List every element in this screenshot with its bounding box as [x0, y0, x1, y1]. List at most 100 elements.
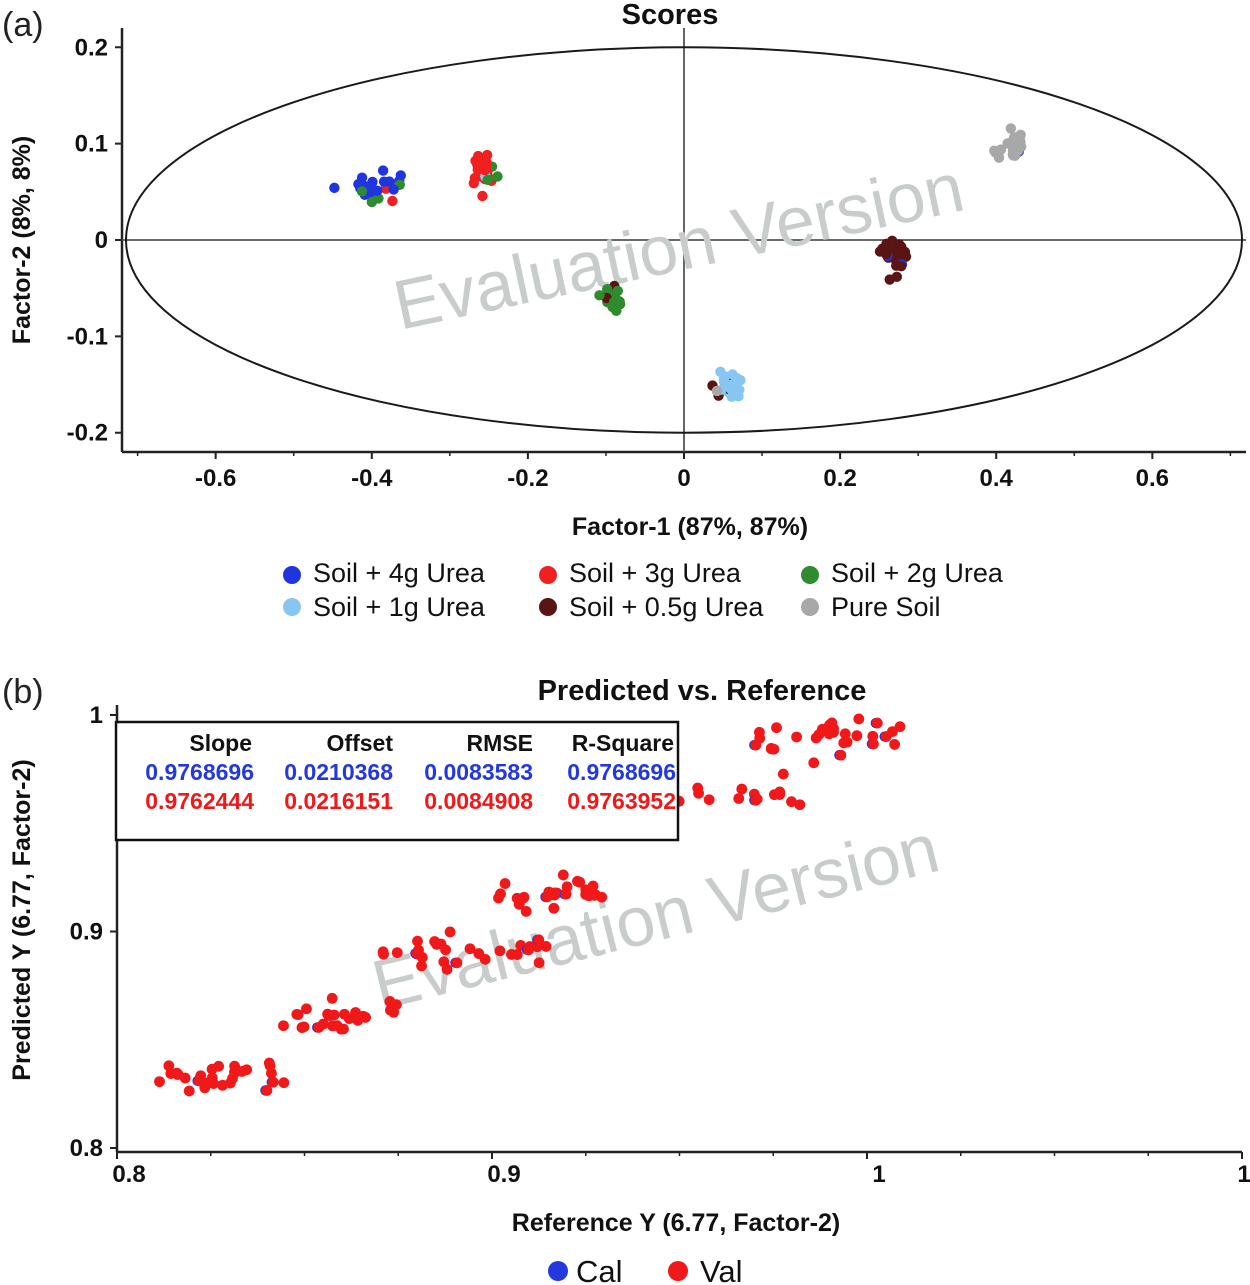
- panel-b-val-point: [264, 1060, 276, 1072]
- stats-cal-offset: 0.0210368: [284, 759, 393, 785]
- panel-b-val-point: [343, 1013, 355, 1025]
- panel-b-val-point: [851, 730, 863, 742]
- panel-b-val-point: [322, 1008, 334, 1020]
- panel-a-data-point: [724, 381, 736, 393]
- panel-b-val-point: [224, 1077, 236, 1089]
- panel-b-val-point: [261, 1085, 273, 1096]
- panel-a-y-tick-label: 0.2: [75, 34, 108, 61]
- panel-b-val-point: [412, 935, 423, 947]
- panel-b-val-point: [786, 796, 797, 808]
- panel-a-x-tick-label: 0.6: [1136, 465, 1169, 492]
- panel-b-y-tick-label: 0.9: [70, 919, 103, 946]
- stats-header-slope: Slope: [189, 730, 252, 756]
- legend-label-cal: Cal: [576, 1254, 623, 1285]
- panel-a-data-point: [1005, 123, 1017, 134]
- panel-b-val-point: [887, 726, 898, 738]
- panel-a-data-point: [384, 176, 395, 187]
- panel-b-val-point: [479, 953, 491, 965]
- panel-a-y-axis-label: Factor-2 (8%, 8%): [8, 136, 36, 344]
- panel-b-val-point: [499, 878, 511, 889]
- panel-b-val-point: [416, 952, 428, 963]
- legend-label-soil-2g: Soil + 2g Urea: [831, 558, 1004, 588]
- panel-b-val-point: [560, 888, 572, 900]
- panel-a-data-point: [594, 290, 605, 301]
- panel-a-data-point: [896, 260, 907, 272]
- panel-a-data-point: [387, 195, 398, 207]
- panel-a-data-point: [482, 174, 494, 185]
- panel-a-data-point: [881, 238, 892, 249]
- panel-a-data-point: [711, 385, 723, 397]
- panel-b-val-point: [733, 793, 745, 804]
- panel-b-val-point: [533, 934, 545, 946]
- panel-b-val-point: [777, 768, 789, 780]
- panel-a-data-point: [880, 248, 892, 260]
- panel-b-stats-box: Slope Offset RMSE R-Square 0.9768696 0.0…: [114, 720, 680, 842]
- panel-b-val-point: [754, 732, 766, 744]
- panel-b-y-tick-label: 0.8: [70, 1135, 103, 1162]
- panel-b-val-point: [331, 1020, 343, 1032]
- panel-b-val-point: [390, 999, 402, 1011]
- panel-a-data-point: [388, 184, 399, 195]
- panel-b-val-point: [808, 757, 820, 769]
- panel-b-val-point: [267, 1076, 279, 1088]
- stats-val-slope: 0.9762444: [145, 788, 254, 814]
- panel-b-val-point: [301, 1003, 312, 1015]
- panel-b-title: Predicted vs. Reference: [538, 675, 867, 707]
- panel-a-data-point: [367, 176, 378, 188]
- panel-b-val-point: [154, 1076, 165, 1088]
- panel-b-val-point: [317, 1018, 329, 1030]
- panel-b-val-point: [540, 941, 552, 952]
- panel-b-x-tick-label: 1: [872, 1161, 885, 1188]
- panel-b-val-point: [557, 869, 569, 881]
- legend-marker-cal: [548, 1261, 568, 1281]
- panel-a-data-point: [395, 170, 406, 181]
- panel-b-val-point: [867, 730, 879, 742]
- stats-val-rmse: 0.0084908: [424, 788, 533, 814]
- panel-b-val-point: [378, 948, 389, 960]
- panel-b-legend: Cal Val: [548, 1254, 743, 1285]
- panel-a-data-point: [372, 185, 383, 196]
- panel-b-val-point: [791, 731, 802, 743]
- panel-b-val-point: [416, 960, 427, 972]
- panel-b-val-point: [291, 1008, 303, 1020]
- panel-a-label: (a): [2, 6, 44, 44]
- panel-a-x-tick-label: 0.4: [980, 465, 1014, 492]
- panel-b-val-point: [572, 875, 583, 887]
- panel-b-val-point: [230, 1066, 241, 1078]
- panel-b-val-point: [464, 943, 476, 955]
- panel-a-data-point: [470, 155, 481, 167]
- panel-a-data-point: [468, 177, 480, 189]
- panel-a-x-tick-label: -0.4: [351, 465, 393, 492]
- panel-b-val-point: [183, 1085, 195, 1097]
- panel-a-y-tick-label: 0.1: [75, 131, 108, 158]
- legend-marker-soil-4g: [283, 566, 301, 584]
- panel-a-y-tick-label: -0.2: [67, 420, 108, 447]
- panel-a-y-tick-label: -0.1: [67, 323, 108, 350]
- panel-b-y-tick-label: 1: [90, 702, 103, 729]
- panel-a-data-point: [994, 145, 1005, 156]
- legend-label-val: Val: [700, 1254, 743, 1285]
- panel-b-val-point: [391, 947, 403, 959]
- panel-b-val-point: [828, 723, 839, 735]
- panel-a-data-point: [1009, 150, 1021, 161]
- panel-b-x-tick-label: 0.8: [112, 1161, 145, 1188]
- panel-b-val-point: [441, 963, 453, 975]
- legend-label-soil-4g: Soil + 4g Urea: [313, 558, 486, 588]
- panel-b-label: (b): [2, 673, 44, 711]
- panel-b-val-point: [750, 794, 762, 806]
- panel-a-data-point: [373, 193, 384, 204]
- legend-marker-soil-2g: [801, 566, 819, 584]
- panel-a-data-point: [329, 182, 340, 194]
- stats-cal-slope: 0.9768696: [145, 759, 254, 785]
- panel-b-val-point: [360, 1012, 371, 1023]
- panel-b-val-point: [794, 799, 806, 811]
- panel-a-scores-plot: (a) Scores -0.6 -0.4 -0.2 0 0.2 0.4 0.6 0.2 0.1 0…: [2, 0, 1246, 622]
- panel-b-val-point: [835, 749, 847, 761]
- panel-a-data-point: [492, 171, 503, 182]
- panel-a-data-point: [355, 178, 367, 189]
- panel-b-val-point: [548, 902, 560, 914]
- panel-b-val-point: [518, 892, 529, 904]
- panel-a-data-point: [477, 190, 488, 202]
- panel-b-val-point: [429, 936, 441, 947]
- panel-b-y-axis-label: Predicted Y (6.77, Factor-2): [8, 759, 36, 1080]
